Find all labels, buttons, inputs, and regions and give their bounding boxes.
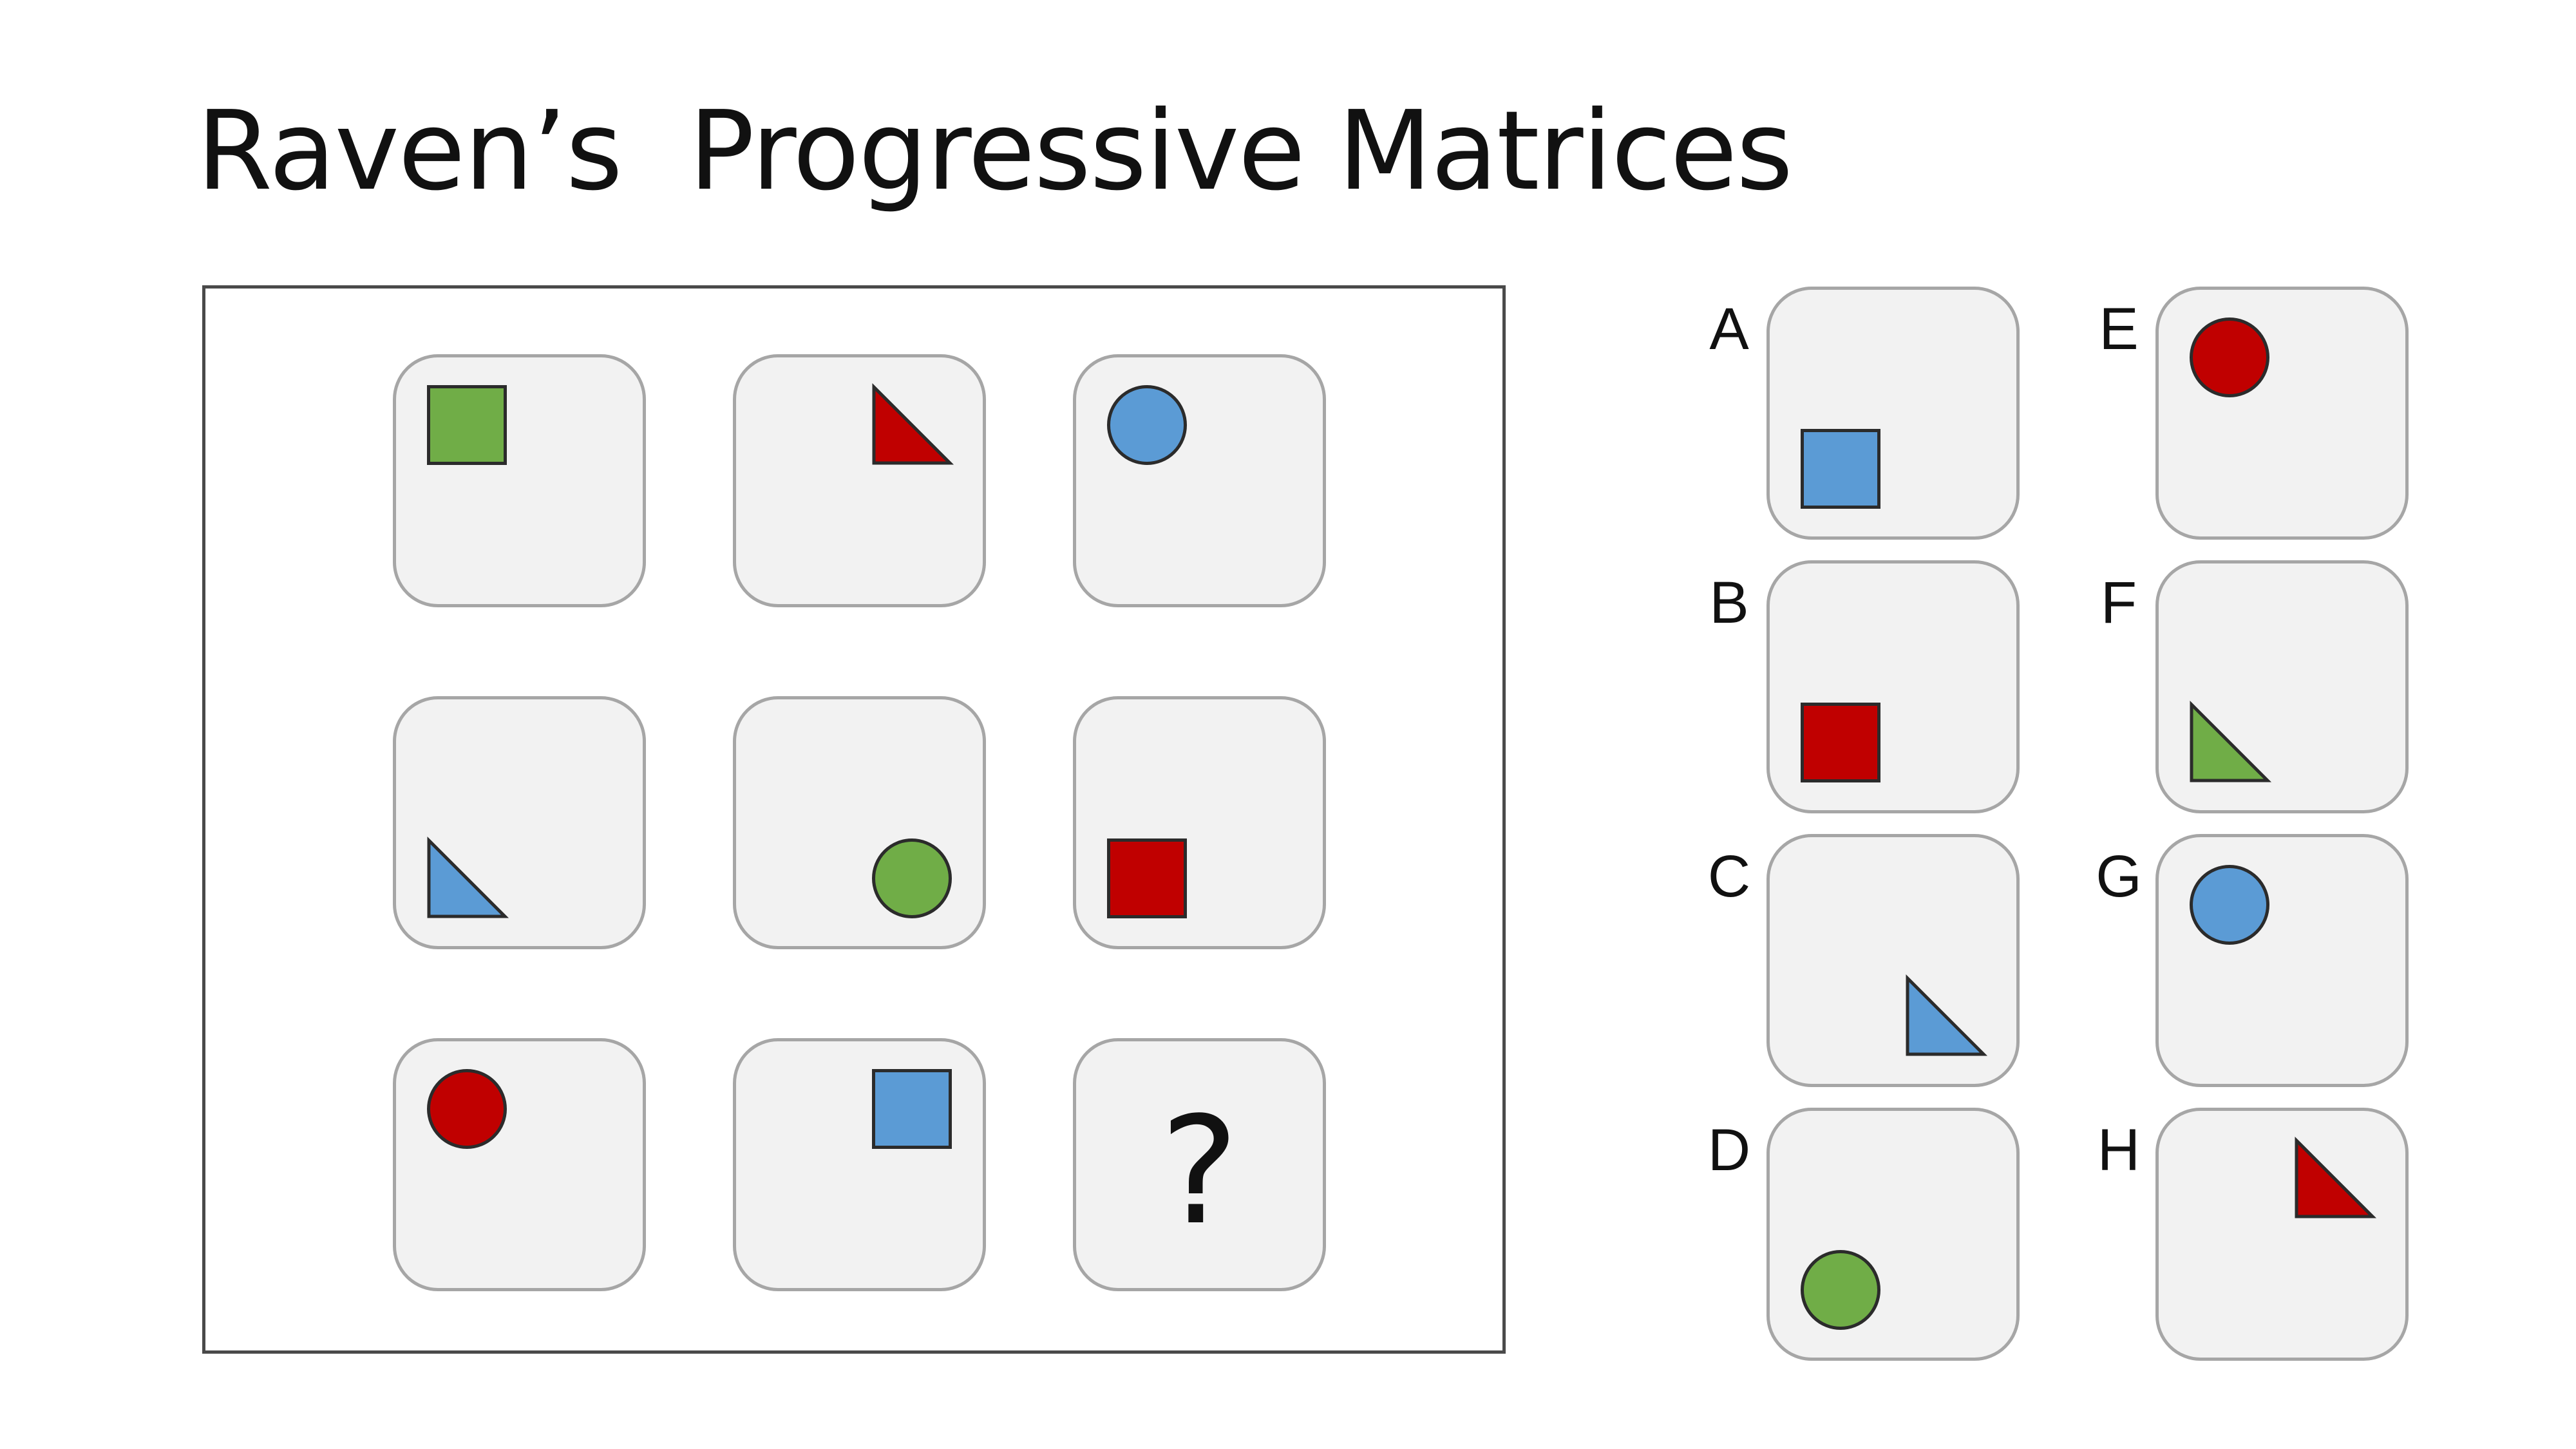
blue-square-bl bbox=[1801, 429, 1880, 509]
option-a[interactable] bbox=[1766, 287, 2020, 540]
red-square-bl bbox=[1801, 703, 1880, 782]
red-circle-tl bbox=[427, 1069, 507, 1149]
green-triangle-bl bbox=[2190, 700, 2272, 782]
option-h[interactable] bbox=[2155, 1108, 2409, 1361]
option-label-g: G bbox=[2096, 844, 2142, 909]
blue-triangle-br-svg bbox=[1906, 974, 1988, 1056]
blue-square-tr bbox=[872, 1069, 952, 1149]
green-triangle-bl-svg bbox=[2190, 700, 2272, 782]
red-triangle-tr bbox=[2295, 1136, 2377, 1218]
blue-triangle-bl bbox=[427, 836, 509, 918]
matrix-cell-r2c3 bbox=[1073, 696, 1326, 949]
green-circle-br bbox=[872, 838, 952, 918]
red-square-bl bbox=[1107, 838, 1187, 918]
red-triangle-tr-path bbox=[2295, 1136, 2377, 1218]
matrix-cell-r3c3: ? bbox=[1073, 1038, 1326, 1291]
blue-triangle-bl-svg bbox=[427, 836, 509, 918]
matrix-cell-r3c1 bbox=[393, 1038, 646, 1291]
missing-cell-question-mark: ? bbox=[1160, 1086, 1239, 1258]
blue-triangle-br bbox=[1906, 974, 1988, 1056]
blue-circle-tl bbox=[2190, 865, 2269, 945]
option-e[interactable] bbox=[2155, 287, 2409, 540]
green-circle-bl bbox=[1801, 1250, 1880, 1330]
matrix-cell-r1c1 bbox=[393, 354, 646, 607]
red-circle-tl bbox=[2190, 317, 2269, 397]
matrix-frame bbox=[202, 285, 1506, 1354]
option-f[interactable] bbox=[2155, 560, 2409, 813]
red-triangle-tr-path bbox=[872, 383, 954, 465]
option-c[interactable] bbox=[1766, 834, 2020, 1087]
matrix-cell-r1c3 bbox=[1073, 354, 1326, 607]
option-label-f: F bbox=[2100, 570, 2137, 636]
green-square-tl bbox=[427, 385, 507, 465]
matrix-cell-r2c2 bbox=[733, 696, 986, 949]
red-triangle-tr-svg bbox=[872, 383, 954, 465]
green-triangle-bl-path bbox=[2190, 700, 2272, 782]
option-b[interactable] bbox=[1766, 560, 2020, 813]
red-triangle-tr bbox=[872, 383, 954, 465]
option-label-c: C bbox=[1707, 844, 1751, 909]
blue-triangle-br-path bbox=[1906, 974, 1988, 1056]
option-d[interactable] bbox=[1766, 1108, 2020, 1361]
option-label-d: D bbox=[1707, 1117, 1751, 1183]
blue-triangle-bl-path bbox=[427, 836, 509, 918]
red-triangle-tr-svg bbox=[2295, 1136, 2377, 1218]
option-g[interactable] bbox=[2155, 834, 2409, 1087]
matrix-cell-r1c2 bbox=[733, 354, 986, 607]
option-label-a: A bbox=[1709, 296, 1749, 362]
matrix-cell-r2c1 bbox=[393, 696, 646, 949]
blue-circle-tl bbox=[1107, 385, 1187, 465]
matrix-cell-r3c2 bbox=[733, 1038, 986, 1291]
option-label-h: H bbox=[2097, 1117, 2141, 1183]
option-label-b: B bbox=[1709, 570, 1749, 636]
option-label-e: E bbox=[2099, 296, 2139, 362]
page-title: Raven’s Progressive Matrices bbox=[196, 88, 1793, 215]
